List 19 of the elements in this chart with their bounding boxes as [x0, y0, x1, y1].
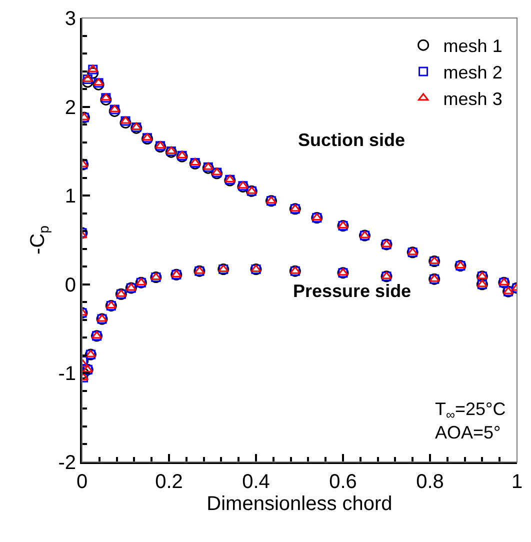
annotation: T$_{∞}$=25°C — [435, 399, 506, 422]
y-tick-label: -1 — [58, 363, 76, 386]
x-tick-label: 0.6 — [329, 471, 357, 493]
x-tick-label: 0.8 — [416, 471, 444, 493]
annotation: Suction side — [298, 130, 406, 150]
legend-label: mesh 1 — [443, 36, 502, 56]
y-tick-label: -2 — [58, 452, 76, 474]
legend-label: mesh 2 — [443, 62, 502, 82]
annotation: AOA=5° — [435, 422, 501, 442]
y-tick-label: 2 — [64, 96, 76, 119]
y-tick-label: 1 — [64, 186, 76, 208]
legend-label: mesh 3 — [443, 88, 502, 109]
y-tick-label: 3 — [64, 8, 76, 30]
x-tick-label: 1 — [511, 471, 523, 493]
x-axis-title: Dimensionless chord — [206, 493, 392, 515]
x-tick-label: 0.4 — [242, 471, 270, 493]
annotation: Pressure side — [293, 281, 412, 301]
x-tick-label: 0.2 — [155, 471, 183, 493]
y-tick-label: 0 — [64, 274, 76, 296]
